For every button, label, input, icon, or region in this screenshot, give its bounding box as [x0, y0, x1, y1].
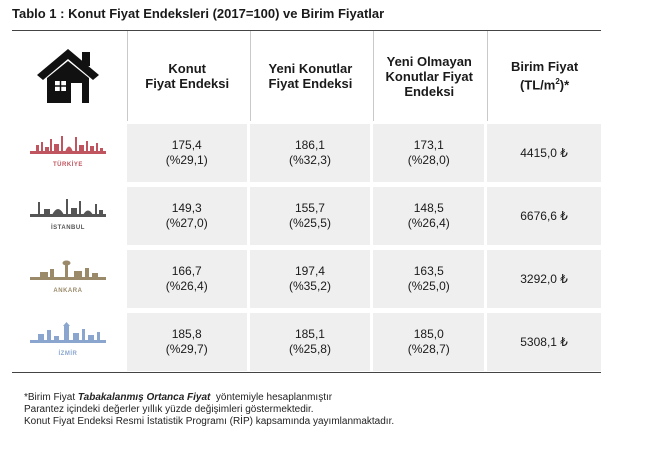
- konut-index: 166,7: [171, 264, 202, 278]
- table-row-turkiye: TÜRKİYE 175,4 (%29,1) 186,1 (%32,3) 173,1(…: [12, 124, 601, 182]
- yeni-index: 155,7: [294, 201, 325, 215]
- yeni-value: 197,4 (%35,2): [249, 250, 371, 308]
- yeni-pct: (%32,3): [288, 153, 331, 167]
- header-birim-unit-sup: 2: [555, 77, 560, 87]
- yeni-olmayan-index: 163,5: [413, 264, 444, 278]
- header-yeni: Yeni Konutlar Fiyat Endeksi: [249, 31, 371, 121]
- region-name: ANKARA: [53, 288, 83, 294]
- region-name: İZMİR: [58, 351, 78, 357]
- header-konut-line1: Konut: [168, 61, 206, 76]
- header-birim-line1: Birim Fiyat: [510, 59, 579, 75]
- yeni-index: 185,1: [294, 327, 325, 341]
- yeni-olmayan-pct: (%26,4): [407, 216, 450, 230]
- footnote-1-method: Tabakalanmış Ortanca Fiyat: [77, 392, 211, 403]
- region-name: TÜRKİYE: [53, 162, 83, 168]
- header-yeni-olmayan-line3: Endeksi: [404, 83, 455, 99]
- turkiye-skyline-icon: [29, 136, 106, 154]
- header-yeni-olmayan-line2: Konutlar Fiyat: [385, 68, 473, 84]
- izmir-skyline-icon: [29, 322, 106, 343]
- konut-value: 149,3 (%27,0): [126, 187, 247, 245]
- istanbul-skyline-icon: [29, 199, 106, 217]
- region-cell: İSTANBUL: [12, 187, 124, 245]
- header-konut: Konut Fiyat Endeksi: [126, 31, 247, 121]
- header-yeni-line2: Fiyat Endeksi: [268, 76, 353, 91]
- header-yeni-line1: Yeni Konutlar: [268, 61, 353, 76]
- yeni-olmayan-value: 163,5 (%25,0): [373, 250, 485, 308]
- region-cell: ANKARA: [12, 250, 124, 308]
- top-rule: [12, 30, 601, 31]
- footnote-1: *Birim Fiyat Tabakalanmış Ortanca Fiyat …: [24, 392, 394, 404]
- yeni-olmayan-index: 148,5: [413, 201, 444, 215]
- ankara-skyline-icon: [29, 260, 106, 280]
- konut-pct: (%26,4): [165, 279, 208, 293]
- konut-pct: (%29,7): [165, 342, 208, 356]
- footnote-1-post: yöntemiyle hesaplanmıştır: [210, 392, 333, 403]
- yeni-olmayan-pct: (%25,0): [407, 279, 450, 293]
- yeni-index: 186,1: [294, 138, 325, 152]
- birim-value: 5308,1 ₺: [487, 313, 601, 371]
- birim-value: 6676,6 ₺: [487, 187, 601, 245]
- konut-index: 185,8: [171, 327, 202, 341]
- yeni-olmayan-pct: (%28,0): [407, 153, 450, 167]
- footnote-2: Parantez içindeki değerler yıllık yüzde …: [24, 404, 314, 415]
- header-birim: Birim Fiyat (TL/m2)*: [487, 31, 601, 121]
- konut-pct: (%29,1): [165, 153, 208, 167]
- header-icon-cell: [12, 31, 124, 121]
- table-row-istanbul: İSTANBUL 149,3 (%27,0) 155,7 (%25,5) 148,5…: [12, 187, 601, 245]
- konut-pct: (%27,0): [165, 216, 208, 230]
- header-row: Konut Fiyat Endeksi Yeni Konutlar Fiyat …: [12, 31, 601, 121]
- footnote-3: Konut Fiyat Endeksi Resmi İstatistik Pro…: [24, 416, 395, 427]
- yeni-pct: (%25,8): [288, 342, 331, 356]
- yeni-value: 186,1 (%32,3): [249, 124, 371, 182]
- konut-index: 149,3: [171, 201, 202, 215]
- price-index-table: Konut Fiyat Endeksi Yeni Konutlar Fiyat …: [12, 31, 601, 371]
- konut-value: 175,4 (%29,1): [126, 124, 247, 182]
- region-name: İSTANBUL: [50, 225, 85, 231]
- table-row-izmir: İZMİR 185,8 (%29,7) 185,1 (%25,8) 185,0 (%2…: [12, 313, 601, 371]
- header-yeni-olmayan: Yeni Olmayan Konutlar Fiyat Endeksi: [373, 31, 485, 121]
- birim-value: 3292,0 ₺: [487, 250, 601, 308]
- header-birim-unit-post: )*: [559, 77, 570, 93]
- yeni-pct: (%35,2): [288, 279, 331, 293]
- yeni-olmayan-index: 173,1: [413, 138, 444, 152]
- yeni-olmayan-value: 173,1 (%28,0): [373, 124, 485, 182]
- house-icon: [36, 49, 99, 103]
- region-cell: TÜRKİYE: [12, 124, 124, 182]
- table-row-ankara: ANKARA 166,7 (%26,4) 197,4 (%35,2) 163,5 (%…: [12, 250, 601, 308]
- konut-value: 185,8 (%29,7): [126, 313, 247, 371]
- bottom-rule: [12, 372, 601, 373]
- yeni-value: 185,1 (%25,8): [249, 313, 371, 371]
- header-birim-unit: (TL/m2)*: [511, 74, 578, 92]
- yeni-pct: (%25,5): [288, 216, 331, 230]
- yeni-index: 197,4: [294, 264, 325, 278]
- table-title: Tablo 1 : Konut Fiyat Endeksleri (2017=1…: [12, 6, 385, 21]
- footnotes: *Birim Fiyat Tabakalanmış Ortanca Fiyat …: [24, 392, 394, 428]
- footnote-1-pre: *Birim Fiyat: [24, 392, 78, 403]
- yeni-value: 155,7 (%25,5): [249, 187, 371, 245]
- header-yeni-olmayan-line1: Yeni Olmayan: [386, 53, 472, 69]
- yeni-olmayan-value: 185,0 (%28,7): [373, 313, 485, 371]
- birim-value: 4415,0 ₺: [487, 124, 601, 182]
- konut-value: 166,7 (%26,4): [126, 250, 247, 308]
- yeni-olmayan-pct: (%28,7): [407, 342, 450, 356]
- region-cell: İZMİR: [12, 313, 124, 371]
- header-birim-unit-pre: (TL/m: [519, 77, 556, 93]
- yeni-olmayan-index: 185,0: [413, 327, 444, 341]
- header-konut-line2: Fiyat Endeksi: [145, 76, 230, 91]
- konut-index: 175,4: [171, 138, 202, 152]
- yeni-olmayan-value: 148,5 (%26,4): [373, 187, 485, 245]
